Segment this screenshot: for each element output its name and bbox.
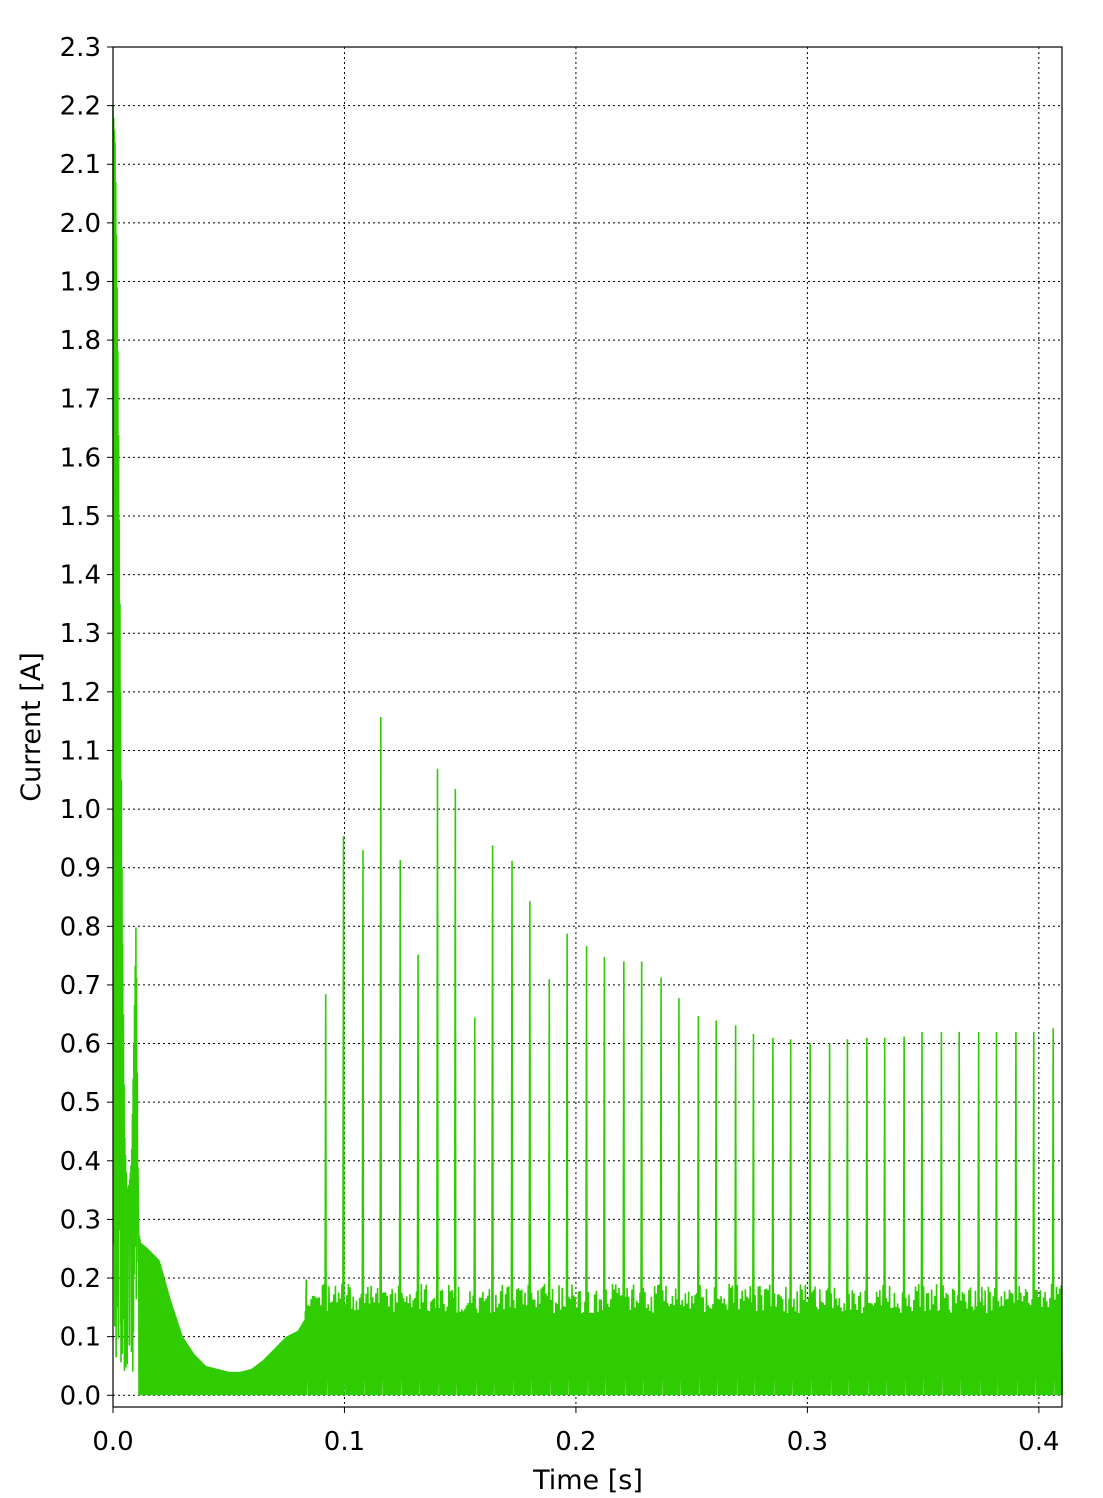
y-tick-label: 2.0 [60, 209, 101, 239]
y-tick-label: 0.6 [60, 1030, 101, 1060]
x-tick-label: 0.1 [324, 1427, 365, 1457]
y-tick-label: 1.4 [60, 561, 101, 591]
y-tick-label: 1.2 [60, 678, 101, 708]
x-axis-title: Time [s] [532, 1465, 643, 1496]
x-tick-label: 0.4 [1018, 1427, 1059, 1457]
y-tick-label: 1.7 [60, 385, 101, 415]
y-axis-ticks: 0.0 0.1 0.2 0.3 0.4 0.5 0.6 0.7 0.8 0.9 1.0 1.1 1.2 1… [60, 33, 113, 1411]
y-tick-label: 0.5 [60, 1088, 101, 1118]
x-tick-label: 0.0 [92, 1427, 133, 1457]
y-tick-label: 1.3 [60, 619, 101, 649]
y-tick-label: 1.5 [60, 502, 101, 532]
y-tick-label: 1.0 [60, 795, 101, 825]
y-tick-label: 1.8 [60, 326, 101, 356]
y-tick-label: 1.9 [60, 267, 101, 297]
y-axis-title: Current [A] [16, 652, 47, 802]
y-tick-label: 2.1 [60, 150, 101, 180]
y-tick-label: 2.2 [60, 92, 101, 122]
x-axis-ticks: 0.0 0.1 0.2 0.3 0.4 [92, 1407, 1059, 1457]
x-tick-label: 0.2 [555, 1427, 596, 1457]
y-tick-label: 0.4 [60, 1147, 101, 1177]
y-tick-label: 0.0 [60, 1381, 101, 1411]
y-tick-label: 1.1 [60, 736, 101, 766]
y-tick-label: 0.2 [60, 1264, 101, 1294]
y-tick-label: 0.7 [60, 971, 101, 1001]
y-tick-label: 0.8 [60, 912, 101, 942]
y-tick-label: 0.3 [60, 1205, 101, 1235]
y-tick-label: 0.9 [60, 854, 101, 884]
y-tick-label: 1.6 [60, 443, 101, 473]
x-tick-label: 0.3 [787, 1427, 828, 1457]
y-tick-label: 0.1 [60, 1323, 101, 1353]
y-tick-label: 2.3 [60, 33, 101, 63]
